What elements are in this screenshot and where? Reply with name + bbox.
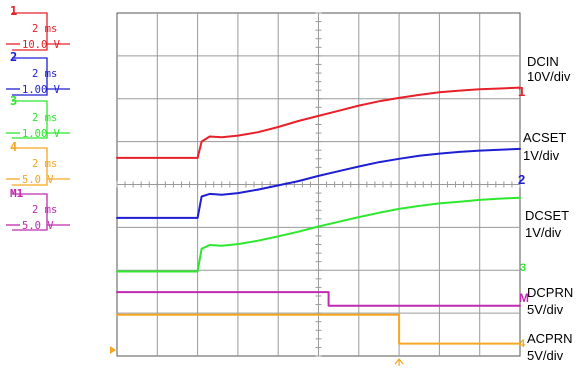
label-acprn-div: 5V/div	[527, 348, 564, 363]
channel-1-timebase: 2 ms	[32, 23, 57, 35]
channel-3-number: 3	[10, 94, 17, 108]
trace-acprn	[116, 313, 521, 345]
channel-4-frame	[12, 147, 48, 186]
channel-2-frame	[12, 57, 48, 96]
math-m1-timebase: 2 ms	[32, 204, 57, 216]
channel-2-ground-marker: 2	[518, 172, 525, 187]
label-dcprn-div: 5V/div	[527, 302, 564, 317]
channel-2-timebase: 2 ms	[32, 68, 57, 80]
traces	[116, 86, 521, 345]
trigger-level-marker	[110, 346, 116, 354]
channel-4-box[interactable]: 4 2 ms 5.0 V	[6, 140, 70, 186]
math-m1-frame	[12, 193, 48, 231]
trigger-markers	[110, 346, 404, 366]
channel-2-scale: 1.00 V	[22, 84, 61, 96]
trace-dcin	[116, 86, 521, 159]
channel-3-scale: 1.00 V	[22, 128, 61, 140]
channel-4-scale: 5.0 V	[22, 174, 54, 186]
channel-1-scale: 10.0 V	[22, 39, 61, 51]
channel-2-box[interactable]: 2 2 ms 1.00 V	[6, 50, 70, 96]
math-m1-ground-marker: M	[519, 291, 529, 305]
channel-3-frame	[12, 100, 48, 139]
trace-dcset	[116, 196, 521, 273]
label-dcprn-name: DCPRN	[527, 285, 573, 300]
label-acprn-name: ACPRN	[527, 331, 573, 346]
channel-3-timebase: 2 ms	[32, 112, 57, 124]
label-dcin-name: DCIN	[527, 54, 559, 69]
channel-1-number: 1	[10, 4, 17, 18]
channel-4-timebase: 2 ms	[32, 158, 57, 170]
label-acset-div: 1V/div	[523, 148, 560, 163]
math-channel-m1-box[interactable]: M1 2 ms 5.0 V	[6, 187, 70, 232]
trace-acset	[116, 147, 521, 219]
channel-3-ground-marker: 3	[520, 262, 526, 274]
math-m1-number: M1	[10, 187, 24, 200]
channel-1-ground-marker: 1	[518, 84, 525, 99]
channel-2-number: 2	[10, 50, 17, 64]
ground-reference-markers: 1 2 3 M 4	[518, 84, 529, 350]
channel-3-box[interactable]: 3 2 ms 1.00 V	[6, 94, 70, 140]
channel-4-number: 4	[10, 140, 17, 154]
channel-4-ground-marker: 4	[519, 338, 526, 350]
trace-dcprn	[116, 291, 521, 307]
channel-1-frame	[12, 12, 48, 51]
label-dcin-div: 10V/div	[527, 69, 571, 84]
graticule	[116, 12, 521, 357]
label-dcset-name: DCSET	[525, 208, 569, 223]
label-acset-name: ACSET	[523, 130, 566, 145]
trace-labels: DCIN 10V/div ACSET 1V/div DCSET 1V/div D…	[523, 54, 573, 363]
math-m1-scale: 5.0 V	[22, 220, 54, 232]
channel-settings: 1 2 ms 10.0 V 2 2 ms 1.00 V 3 2 ms 1.00 …	[6, 4, 70, 232]
trigger-time-marker	[394, 358, 404, 366]
label-dcset-div: 1V/div	[525, 225, 562, 240]
channel-1-box[interactable]: 1 2 ms 10.0 V	[6, 4, 70, 51]
